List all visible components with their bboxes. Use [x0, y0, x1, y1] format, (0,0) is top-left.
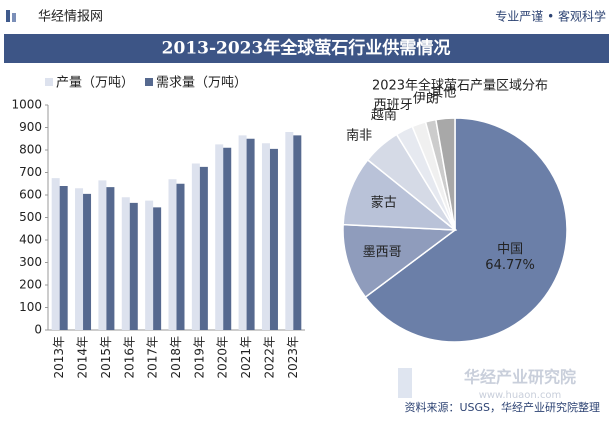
bar	[191, 163, 200, 330]
bar	[246, 138, 255, 330]
pie-slice	[342, 223, 458, 299]
bar	[98, 180, 107, 330]
bar	[269, 148, 278, 330]
slice-label: 中国	[497, 242, 523, 257]
title-banner	[4, 34, 609, 63]
slogan: 专业严谨 • 客观科学	[495, 9, 606, 24]
y-tick-label: 400	[19, 233, 42, 247]
bar	[129, 202, 138, 330]
bar	[145, 200, 154, 330]
bar	[261, 143, 270, 330]
y-tick-label: 600	[19, 188, 42, 202]
y-tick-label: 0	[34, 323, 42, 337]
x-tick-label: 2022年	[262, 336, 276, 379]
page-title: 2013-2023年全球萤石行业供需情况	[162, 38, 451, 59]
watermark-url: www.huaon.com	[479, 390, 562, 401]
slice-value-label: 64.77%	[485, 258, 535, 273]
x-tick-label: 2017年	[146, 336, 160, 379]
legend-label: 需求量（万吨）	[156, 76, 247, 91]
slice-label: 其他	[430, 86, 456, 101]
bar	[176, 183, 185, 330]
slice-label: 越南	[371, 107, 397, 123]
x-tick-label: 2015年	[99, 336, 113, 379]
y-tick-label: 800	[19, 143, 42, 157]
watermark-name: 华经产业研究院	[464, 368, 576, 387]
pie-slice	[364, 117, 568, 343]
brand: 华经情报网	[38, 10, 103, 25]
pie-title: 2023年全球萤石产量区域分布	[372, 78, 548, 94]
y-tick-label: 1000	[11, 98, 42, 112]
pie-slice	[435, 117, 456, 231]
y-tick-label: 900	[19, 120, 42, 134]
bar	[51, 178, 60, 330]
slice-label: 蒙古	[371, 195, 397, 210]
bar	[285, 132, 294, 330]
bar	[238, 135, 247, 330]
x-tick-label: 2021年	[239, 336, 253, 379]
y-tick-label: 300	[19, 255, 42, 269]
logo-bar	[12, 13, 16, 22]
bar	[293, 135, 302, 330]
bar	[59, 186, 68, 330]
bar	[153, 207, 162, 330]
x-tick-label: 2023年	[286, 336, 300, 379]
x-tick-label: 2016年	[122, 336, 136, 379]
bar	[83, 193, 92, 330]
x-tick-label: 2018年	[169, 336, 183, 379]
legend-swatch	[145, 78, 153, 86]
x-tick-label: 2014年	[76, 336, 90, 379]
slice-label: 南非	[346, 127, 372, 143]
y-tick-label: 200	[19, 278, 42, 292]
x-tick-label: 2020年	[216, 336, 230, 379]
bar	[215, 144, 224, 330]
slice-label: 墨西哥	[363, 245, 402, 260]
y-tick-label: 100	[19, 300, 42, 314]
slice-label: 伊朗	[413, 91, 439, 106]
legend-swatch	[45, 78, 53, 86]
watermark-logo	[398, 368, 412, 398]
x-tick-label: 2019年	[192, 336, 206, 379]
source: 资料来源：USGS，华经产业研究院整理	[404, 400, 600, 414]
y-tick-label: 500	[19, 210, 42, 224]
bar	[199, 166, 208, 330]
bar	[75, 188, 84, 330]
bar	[121, 197, 130, 330]
y-tick-label: 700	[19, 165, 42, 179]
logo-bar	[6, 10, 10, 22]
slice-label: 西班牙	[374, 98, 413, 113]
bar	[168, 179, 177, 330]
x-tick-label: 2013年	[52, 336, 66, 379]
bar	[106, 187, 115, 330]
bar	[223, 147, 232, 330]
legend-label: 产量（万吨）	[56, 76, 134, 91]
